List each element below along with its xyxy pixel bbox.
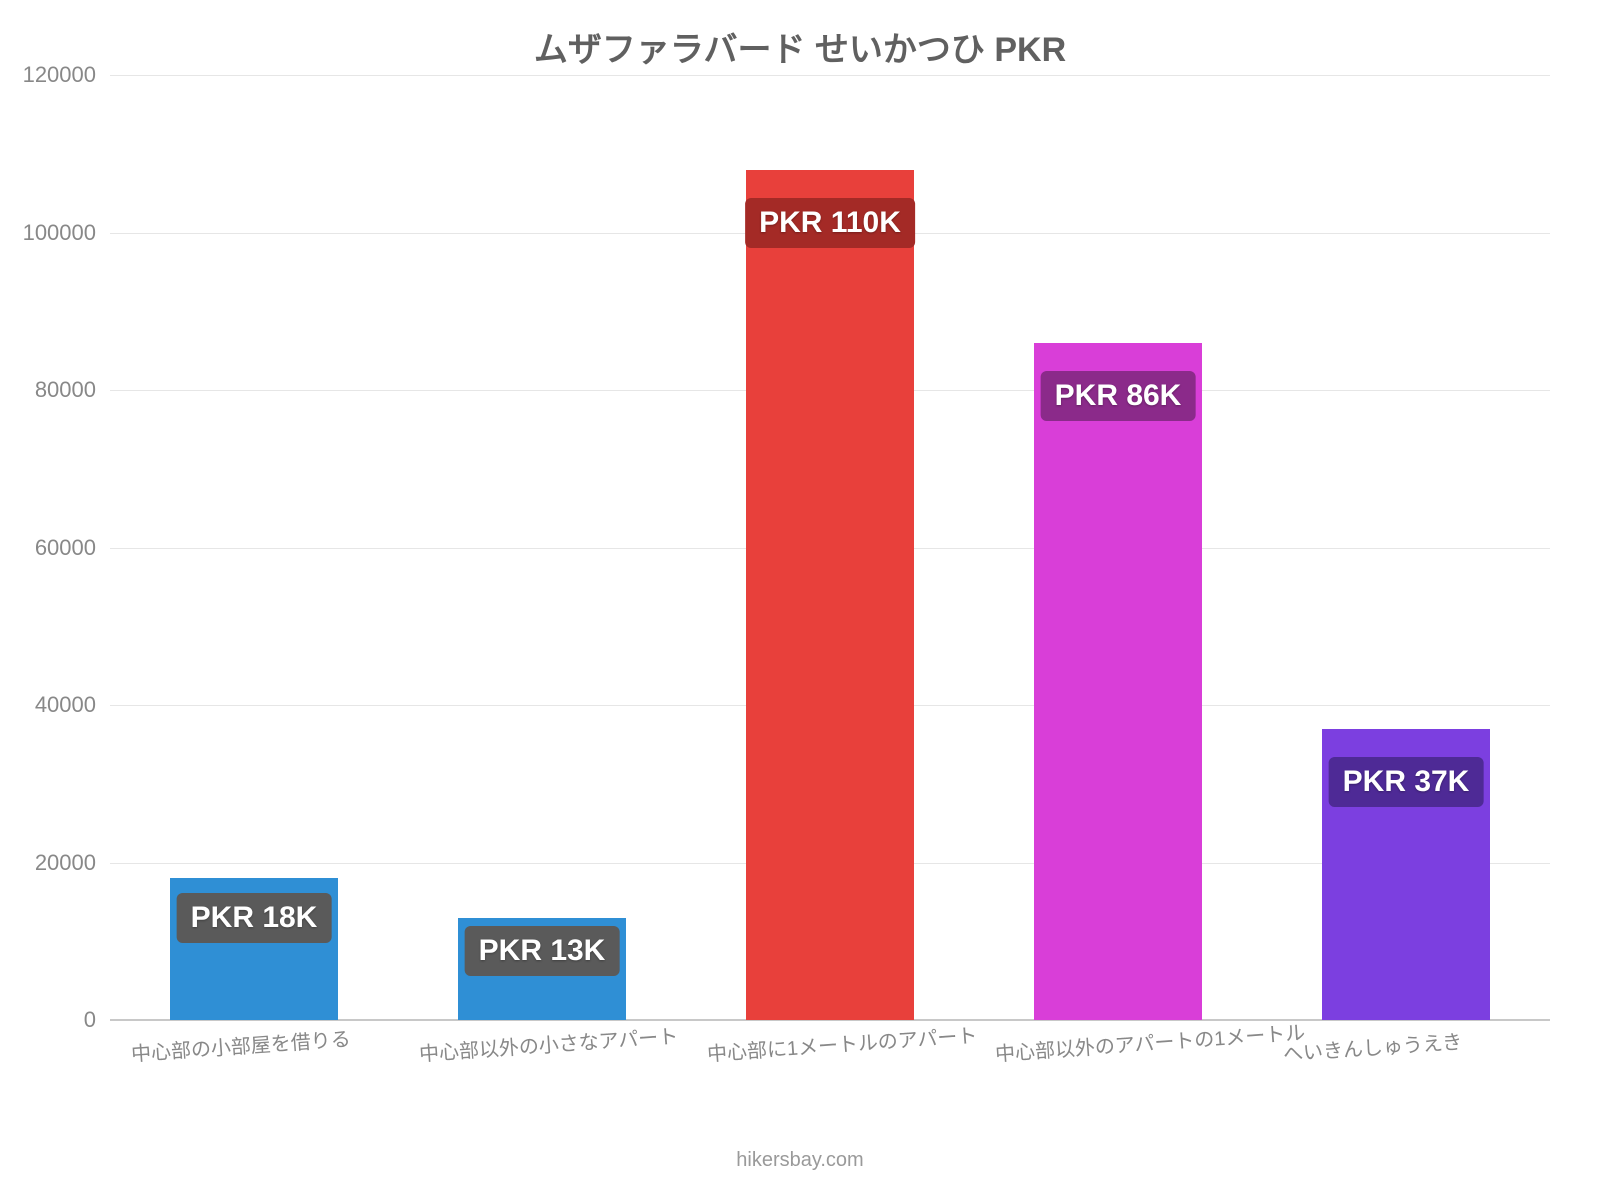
x-tick-label: へいきんしゅうえき xyxy=(1282,1025,1463,1066)
y-tick-label: 80000 xyxy=(35,377,110,403)
bar xyxy=(746,170,913,1021)
gridline xyxy=(110,75,1550,76)
x-tick-label: 中心部の小部屋を借りる xyxy=(130,1023,351,1067)
value-badge: PKR 110K xyxy=(745,198,915,248)
y-tick-label: 20000 xyxy=(35,850,110,876)
value-badge: PKR 13K xyxy=(465,926,620,976)
chart-footer: hikersbay.com xyxy=(0,1149,1600,1172)
chart-title: ムザファラバード せいかつひ PKR xyxy=(0,22,1600,71)
value-badge: PKR 37K xyxy=(1329,757,1484,807)
y-tick-label: 120000 xyxy=(23,62,110,88)
chart-container: ムザファラバード せいかつひ PKR 020000400006000080000… xyxy=(0,0,1600,1200)
y-tick-label: 100000 xyxy=(23,220,110,246)
x-tick-label: 中心部以外の小さなアパート xyxy=(418,1020,679,1067)
x-tick-label: 中心部以外のアパートの1メートル xyxy=(994,1016,1306,1067)
x-tick-label: 中心部に1メートルのアパート xyxy=(706,1019,978,1067)
bar xyxy=(1034,343,1201,1020)
y-tick-label: 0 xyxy=(84,1007,110,1033)
y-tick-label: 40000 xyxy=(35,692,110,718)
y-tick-label: 60000 xyxy=(35,535,110,561)
value-badge: PKR 18K xyxy=(177,893,332,943)
plot-area: 020000400006000080000100000120000PKR 18K… xyxy=(110,75,1550,1020)
value-badge: PKR 86K xyxy=(1041,371,1196,421)
